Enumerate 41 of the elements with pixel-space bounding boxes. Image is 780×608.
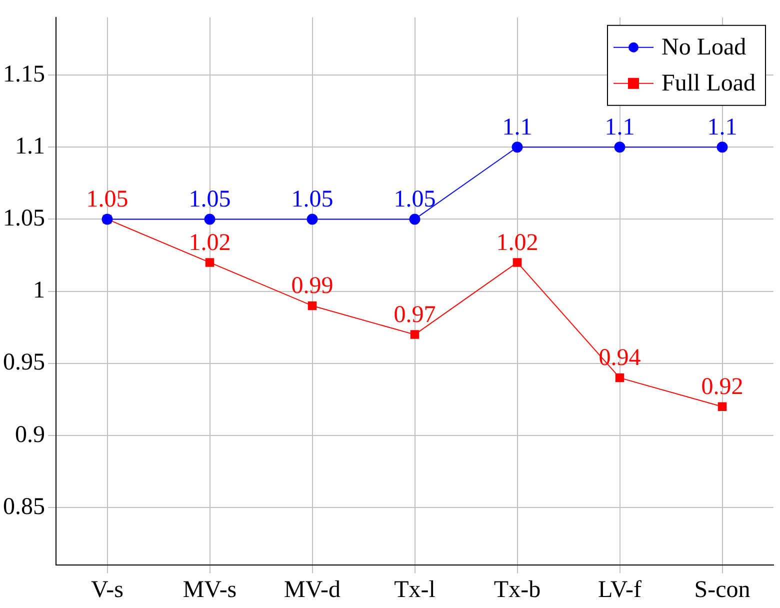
point (306, 214, 318, 225)
point (716, 142, 728, 153)
data-label: 0.94 (598, 345, 641, 372)
point (205, 258, 214, 267)
data-label: 0.99 (291, 273, 334, 300)
point (512, 142, 523, 153)
data-label: 1.1 (604, 114, 635, 140)
data-label: 1.1 (707, 114, 738, 140)
point (204, 214, 216, 225)
y-tick-label: 1.1 (15, 133, 45, 160)
point (410, 330, 420, 339)
point (308, 301, 317, 310)
x-tick-label: S-con (694, 576, 750, 603)
point (718, 402, 727, 412)
point (614, 142, 626, 153)
data-label: 0.92 (701, 374, 744, 400)
data-label: 1.02 (496, 230, 538, 256)
x-tick-label: MV-d (284, 576, 340, 603)
x-tick-label: LV-f (598, 576, 642, 603)
y-tick-label: 1 (33, 278, 45, 304)
data-label: 0.97 (394, 302, 436, 328)
legend-label: No Load (662, 34, 746, 61)
data-label: 1.05 (86, 186, 128, 213)
x-tick-label: MV-s (182, 576, 237, 603)
data-label: 1.02 (188, 230, 231, 256)
x-tick-label: Tx-b (494, 576, 541, 603)
y-tick-label: 0.85 (3, 494, 45, 520)
point (409, 214, 420, 225)
point (615, 373, 624, 382)
y-tick-label: 1.15 (3, 61, 45, 88)
data-label: 1.05 (291, 186, 334, 213)
data-label: 1.05 (188, 186, 231, 213)
x-tick-label: Tx-l (394, 576, 436, 603)
y-tick-label: 0.95 (3, 350, 45, 376)
y-tick-label: 0.9 (15, 422, 45, 448)
data-label: 1.1 (502, 114, 532, 140)
point (512, 258, 522, 267)
x-tick-label: V-s (91, 576, 124, 603)
legend-label: Full Load (662, 70, 756, 97)
data-label: 1.05 (394, 186, 436, 213)
y-tick-label: 1.05 (3, 206, 45, 232)
